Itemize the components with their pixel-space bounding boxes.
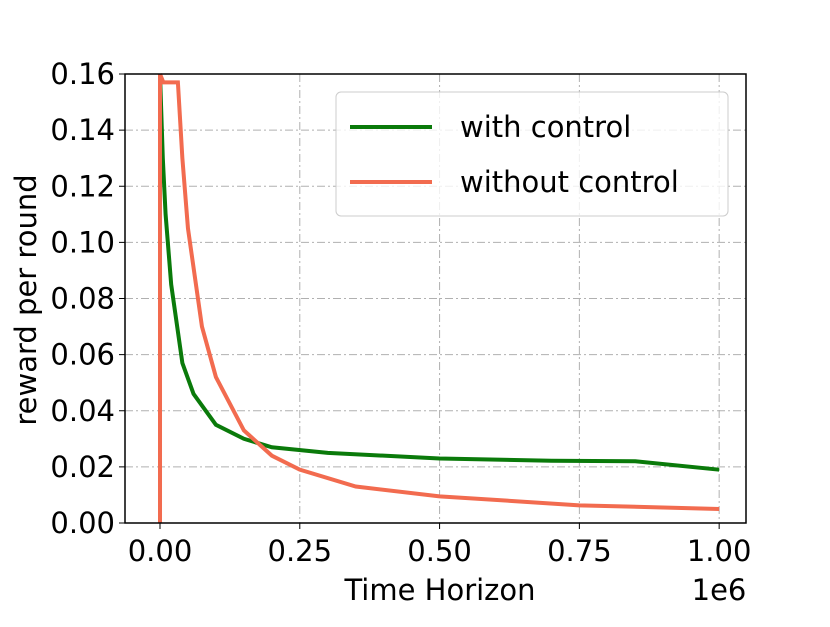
y-tick-label: 0.10	[50, 225, 115, 259]
y-tick-label: 0.08	[50, 282, 115, 316]
line	[158, 73, 720, 472]
y-tick-label: 0.16	[50, 57, 115, 91]
y-tick-label: 0.14	[50, 113, 115, 147]
x-tick-label: 0.00	[128, 534, 193, 568]
x-tick-label: 0.50	[407, 534, 472, 568]
y-tick-label: 0.12	[50, 169, 115, 203]
legend-box	[335, 91, 729, 217]
x-offset-label: 1e6	[692, 573, 747, 607]
x-tick-label: 0.25	[268, 534, 333, 568]
plot-frame	[124, 73, 747, 524]
y-tick-label: 0.06	[50, 338, 115, 372]
legend-label: with control	[460, 110, 631, 144]
x-tick-label: 0.75	[547, 534, 612, 568]
y-axis-label: reward per round	[9, 174, 43, 425]
x-axis-label: Time Horizon	[343, 573, 535, 607]
line	[158, 73, 720, 523]
legend-label: without control	[460, 165, 679, 199]
y-tick-label: 0.04	[50, 394, 115, 428]
x-tick-label: 1.00	[687, 534, 752, 568]
y-tick-label: 0.00	[50, 506, 115, 540]
y-tick-label: 0.02	[50, 450, 115, 484]
